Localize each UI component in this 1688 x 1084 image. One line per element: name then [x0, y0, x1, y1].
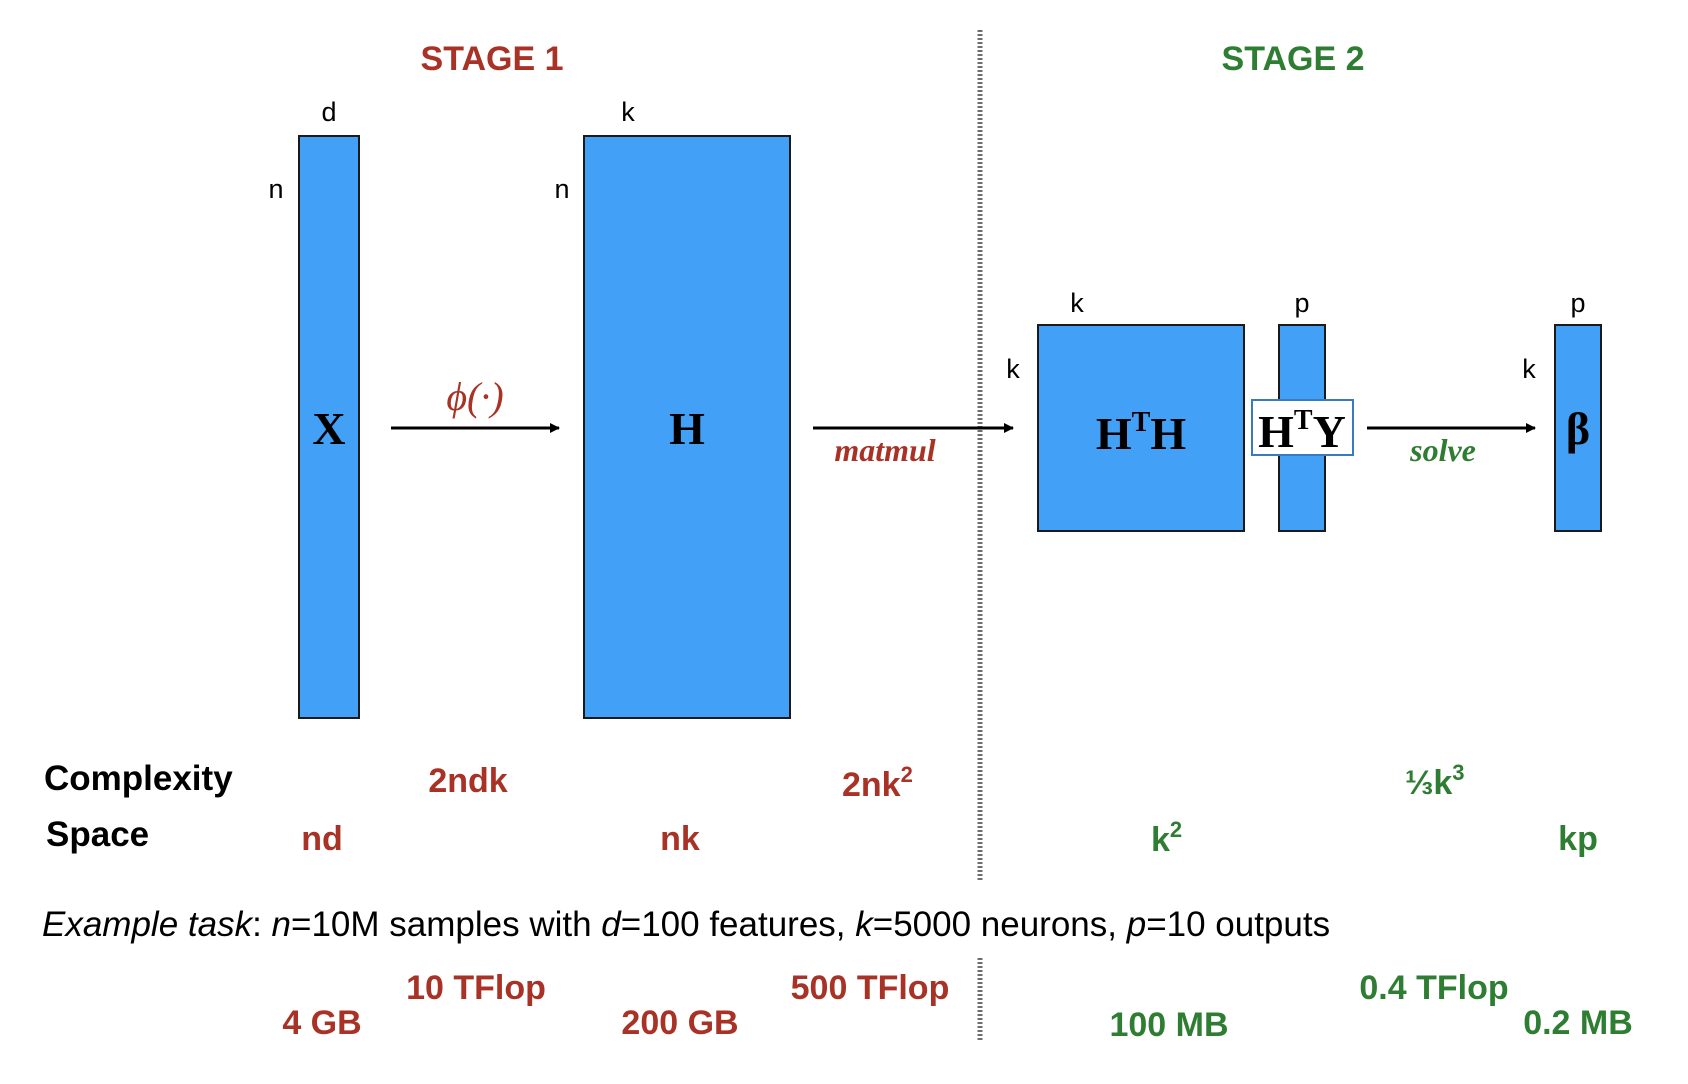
matrix-beta-label: β: [1566, 403, 1590, 454]
stage-1-title: STAGE 1: [421, 40, 564, 78]
space-hth-base: k: [1151, 821, 1170, 859]
matrix-hth-cols-label: k: [1070, 288, 1084, 318]
cost-matmul-flops: 500 TFlop: [791, 969, 950, 1007]
space-h: nk: [660, 820, 700, 858]
complexity-matmul-base: 2nk: [842, 766, 901, 804]
stage-2-title: STAGE 2: [1222, 40, 1365, 78]
matmul-label: matmul: [834, 432, 935, 468]
space-row-label: Space: [46, 815, 149, 854]
matrix-beta-rows-label: k: [1522, 354, 1536, 384]
matrix-x-label: X: [312, 403, 345, 454]
matrix-x-rows-label: n: [268, 174, 283, 204]
matrix-hty-label-end: Y: [1313, 406, 1346, 457]
matrix-hth: [1037, 324, 1245, 532]
matrix-h-rows-label: n: [554, 174, 569, 204]
complexity-map: 2ndk: [428, 762, 507, 800]
matrix-hth-rows-label: k: [1006, 354, 1020, 384]
example-d-text: =100 features,: [620, 905, 856, 944]
example-k-text: =5000 neurons,: [872, 905, 1127, 944]
cost-x-space: 4 GB: [282, 1004, 361, 1042]
example-k-var: k: [855, 905, 873, 944]
matrix-hth-label-end: H: [1150, 408, 1186, 459]
matrix-hty-cols-label: p: [1294, 288, 1309, 318]
cost-beta-space: 0.2 MB: [1523, 1004, 1633, 1042]
matrix-h-label: H: [669, 403, 705, 454]
space-hth: k2: [1151, 817, 1182, 859]
example-lead: Example task: [42, 905, 253, 944]
complexity-matmul-sup: 2: [901, 762, 913, 787]
matrix-hty-label: HTY: [1258, 405, 1346, 457]
cost-solve-flops: 0.4 TFlop: [1359, 969, 1508, 1007]
matrix-hth-label: HTH: [1096, 407, 1186, 459]
matrix-x: [298, 135, 360, 719]
example-p-text: =10 outputs: [1146, 905, 1331, 944]
example-n-var: n: [271, 905, 292, 944]
complexity-row-label: Complexity: [44, 759, 233, 798]
matrix-h-cols-label: k: [621, 97, 635, 127]
complexity-solve-base: ⅓k: [1405, 764, 1452, 802]
space-x: nd: [301, 820, 343, 858]
matrix-hth-label-h: H: [1096, 408, 1132, 459]
matrix-x-cols-label: d: [321, 97, 336, 127]
example-colon: :: [252, 905, 272, 944]
example-d-var: d: [601, 905, 621, 944]
example-p-var: p: [1126, 905, 1147, 944]
matrix-beta: [1554, 324, 1602, 532]
phi-label: ϕ(·): [446, 374, 503, 419]
matrix-hty-label-h: H: [1258, 406, 1294, 457]
cost-map-flops: 10 TFlop: [406, 969, 546, 1007]
solve-label: solve: [1409, 432, 1476, 468]
example-n-text: =10M samples with: [291, 905, 602, 944]
matrix-hty-label-box: [1251, 399, 1354, 456]
complexity-solve: ⅓k3: [1405, 760, 1465, 802]
space-hth-sup: 2: [1170, 817, 1182, 842]
matrix-hth-label-sup: T: [1132, 407, 1151, 438]
complexity-matmul: 2nk2: [842, 762, 913, 804]
matrix-hty-label-sup: T: [1294, 405, 1313, 436]
cost-h-space: 200 GB: [621, 1004, 738, 1042]
matrix-beta-cols-label: p: [1570, 288, 1585, 318]
cost-hth-space: 100 MB: [1109, 1006, 1228, 1044]
space-beta: kp: [1558, 820, 1598, 858]
complexity-solve-sup: 3: [1452, 760, 1464, 785]
example-task-line: Example task: n=10M samples with d=100 f…: [42, 905, 1330, 945]
matrix-h: [583, 135, 791, 719]
